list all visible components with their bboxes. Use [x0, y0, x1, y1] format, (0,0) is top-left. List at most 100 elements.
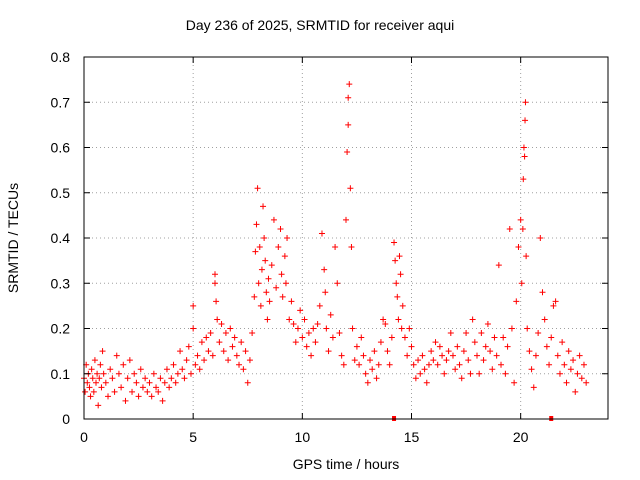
data-point — [260, 203, 267, 210]
data-point — [406, 325, 413, 332]
y-tick-label: 0.4 — [51, 230, 71, 246]
data-point — [185, 343, 192, 350]
data-point — [297, 307, 304, 314]
data-point — [142, 375, 149, 382]
data-point — [96, 375, 103, 382]
data-point — [177, 348, 184, 355]
data-point — [246, 357, 253, 364]
data-point — [367, 357, 374, 364]
data-point — [318, 230, 325, 237]
data-point — [432, 339, 439, 346]
data-point — [404, 352, 411, 359]
data-point — [99, 348, 106, 355]
data-point — [258, 266, 265, 273]
data-point — [166, 384, 173, 391]
data-point — [491, 334, 498, 341]
data-point — [449, 352, 456, 359]
data-point — [524, 325, 531, 332]
y-ticks: 0 0.1 0.2 0.3 0.4 0.5 0.6 0.7 0.8 — [51, 49, 608, 427]
data-point — [194, 352, 201, 359]
data-point — [578, 375, 585, 382]
data-point — [436, 343, 443, 350]
data-point — [213, 298, 220, 305]
data-point — [523, 253, 530, 260]
data-point — [264, 316, 271, 323]
data-point — [253, 221, 260, 228]
data-point — [465, 357, 472, 364]
data-point — [508, 325, 515, 332]
data-point — [434, 361, 441, 368]
data-point — [526, 348, 533, 355]
data-point — [91, 357, 98, 364]
data-point — [168, 375, 175, 382]
data-point — [576, 352, 583, 359]
data-point — [97, 361, 104, 368]
data-point — [334, 280, 341, 287]
data-point — [316, 302, 323, 309]
data-point — [563, 379, 570, 386]
data-point — [278, 271, 285, 278]
data-point — [129, 388, 136, 395]
data-point — [471, 339, 478, 346]
data-point — [266, 298, 273, 305]
data-point — [190, 302, 197, 309]
data-point — [513, 298, 520, 305]
data-point — [535, 330, 542, 337]
data-point — [397, 271, 404, 278]
data-point — [329, 334, 336, 341]
data-point — [314, 320, 321, 327]
data-point — [369, 366, 376, 373]
data-point — [452, 366, 459, 373]
data-point — [205, 348, 212, 355]
data-point — [423, 379, 430, 386]
x-tick-label: 0 — [80, 429, 88, 445]
data-point — [502, 370, 509, 377]
data-point — [144, 388, 151, 395]
data-point — [137, 366, 144, 373]
data-point — [345, 94, 352, 101]
data-point — [480, 357, 487, 364]
x-axis-label: GPS time / hours — [292, 456, 400, 472]
data-point — [89, 375, 96, 382]
data-point — [336, 330, 343, 337]
data-point — [541, 316, 548, 323]
data-point — [249, 330, 256, 337]
data-point — [580, 361, 587, 368]
data-point — [323, 325, 330, 332]
data-point — [574, 370, 581, 377]
data-point — [198, 339, 205, 346]
data-point — [408, 343, 415, 350]
data-point — [583, 379, 590, 386]
data-point — [373, 375, 380, 382]
data-point — [511, 379, 518, 386]
data-point — [518, 280, 525, 287]
data-point — [216, 339, 223, 346]
data-point — [179, 366, 186, 373]
data-point — [489, 366, 496, 373]
data-point — [346, 81, 353, 88]
y-tick-label: 0 — [62, 411, 70, 427]
data-point — [157, 375, 164, 382]
data-point — [115, 370, 122, 377]
data-point — [375, 361, 382, 368]
data-point — [273, 284, 280, 291]
data-point — [262, 257, 269, 264]
data-point — [522, 117, 529, 124]
data-point — [543, 343, 550, 350]
data-point — [493, 352, 500, 359]
data-point — [332, 244, 339, 251]
data-point — [161, 379, 168, 386]
data-point — [244, 379, 251, 386]
data-point — [107, 366, 114, 373]
data-point — [487, 348, 494, 355]
data-point — [443, 357, 450, 364]
data-point — [209, 352, 216, 359]
data-point — [218, 320, 225, 327]
data-point — [135, 393, 142, 400]
data-point — [133, 379, 140, 386]
data-point — [520, 144, 527, 151]
data-point — [155, 388, 162, 395]
data-point — [412, 375, 419, 382]
data-point — [231, 334, 238, 341]
data-point — [95, 402, 102, 409]
